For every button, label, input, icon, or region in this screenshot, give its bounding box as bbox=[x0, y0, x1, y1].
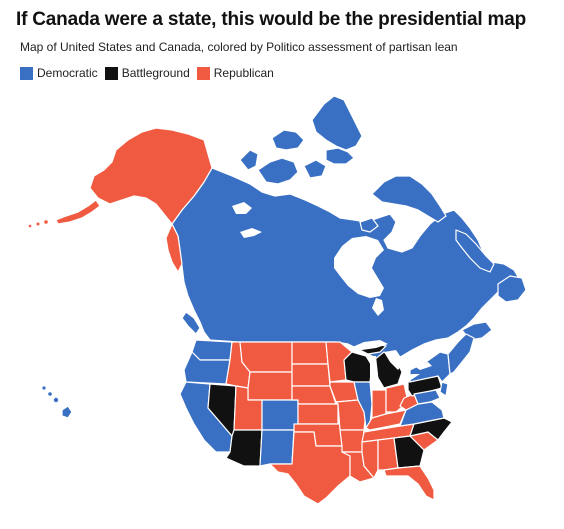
hawaii-islet bbox=[48, 392, 52, 396]
great-slave-lake bbox=[240, 228, 262, 238]
region-ellesmere-island bbox=[311, 95, 363, 151]
hawaii-islet bbox=[42, 386, 46, 390]
lake-michigan bbox=[370, 356, 378, 388]
state-kansas bbox=[297, 403, 339, 425]
legend-swatch-republican bbox=[196, 66, 210, 80]
state-colorado bbox=[261, 399, 299, 431]
state-north-carolina bbox=[409, 417, 453, 441]
state-alaska bbox=[89, 127, 213, 225]
region-queen-elizabeth-islands bbox=[271, 129, 305, 151]
page-title: If Canada were a state, this would be th… bbox=[16, 9, 526, 30]
lake-superior bbox=[350, 340, 388, 350]
state-georgia bbox=[393, 435, 425, 469]
region-newfoundland bbox=[497, 275, 527, 303]
state-south-dakota bbox=[291, 363, 331, 387]
great-lakes bbox=[350, 340, 432, 388]
contiguous-us bbox=[179, 333, 475, 505]
region-vancouver-island bbox=[181, 311, 201, 335]
state-arkansas bbox=[339, 429, 365, 453]
legend-label-battleground: Battleground bbox=[121, 66, 190, 80]
state-montana bbox=[239, 341, 293, 373]
james-bay bbox=[372, 298, 384, 316]
region-labrador bbox=[455, 229, 495, 273]
hudson-bay bbox=[334, 236, 384, 298]
page-subtitle: Map of United States and Canada, colored… bbox=[20, 40, 458, 54]
legend-item-democratic: Democratic bbox=[20, 66, 98, 80]
aleutian-islet bbox=[36, 222, 40, 226]
state-new-england bbox=[447, 333, 475, 375]
state-indiana bbox=[371, 389, 387, 419]
great-bear-lake bbox=[232, 202, 252, 214]
state-new-mexico bbox=[259, 429, 295, 467]
region-southampton-island bbox=[359, 217, 379, 233]
lake-huron bbox=[384, 350, 404, 370]
legend-label-republican: Republican bbox=[213, 66, 274, 80]
legend-item-battleground: Battleground bbox=[104, 66, 190, 80]
region-devon-island bbox=[325, 147, 355, 165]
lake-ontario bbox=[414, 362, 432, 370]
aleutian-islet bbox=[28, 224, 32, 228]
legend-swatch-democratic bbox=[20, 66, 33, 80]
canada bbox=[171, 95, 527, 363]
hawaii bbox=[42, 386, 73, 419]
state-alaska-panhandle bbox=[165, 223, 183, 273]
state-wisconsin bbox=[343, 351, 373, 383]
state-north-dakota bbox=[291, 341, 329, 365]
alaska bbox=[28, 127, 213, 273]
region-victoria-island bbox=[257, 157, 299, 185]
state-alaska-aleutians bbox=[55, 199, 101, 225]
state-florida bbox=[383, 465, 435, 501]
state-hawaii-big-island bbox=[61, 405, 73, 419]
region-banks-island bbox=[239, 149, 259, 171]
legend-swatch-battleground bbox=[104, 66, 118, 80]
region-somerset-island bbox=[303, 159, 327, 179]
state-washington bbox=[191, 339, 233, 361]
state-new-jersey bbox=[439, 381, 449, 397]
state-texas bbox=[269, 431, 351, 505]
state-wyoming bbox=[247, 371, 293, 401]
hawaii-islet bbox=[53, 397, 59, 403]
legend-label-democratic: Democratic bbox=[37, 66, 98, 80]
legend-item-republican: Republican bbox=[196, 66, 274, 80]
aleutian-islet bbox=[44, 220, 48, 224]
region-baffin-island bbox=[371, 175, 447, 223]
state-kentucky bbox=[365, 409, 407, 431]
state-nebraska bbox=[291, 385, 337, 405]
legend: Democratic Battleground Republican bbox=[20, 66, 281, 80]
state-maryland bbox=[413, 389, 441, 405]
lake-erie bbox=[398, 374, 420, 382]
